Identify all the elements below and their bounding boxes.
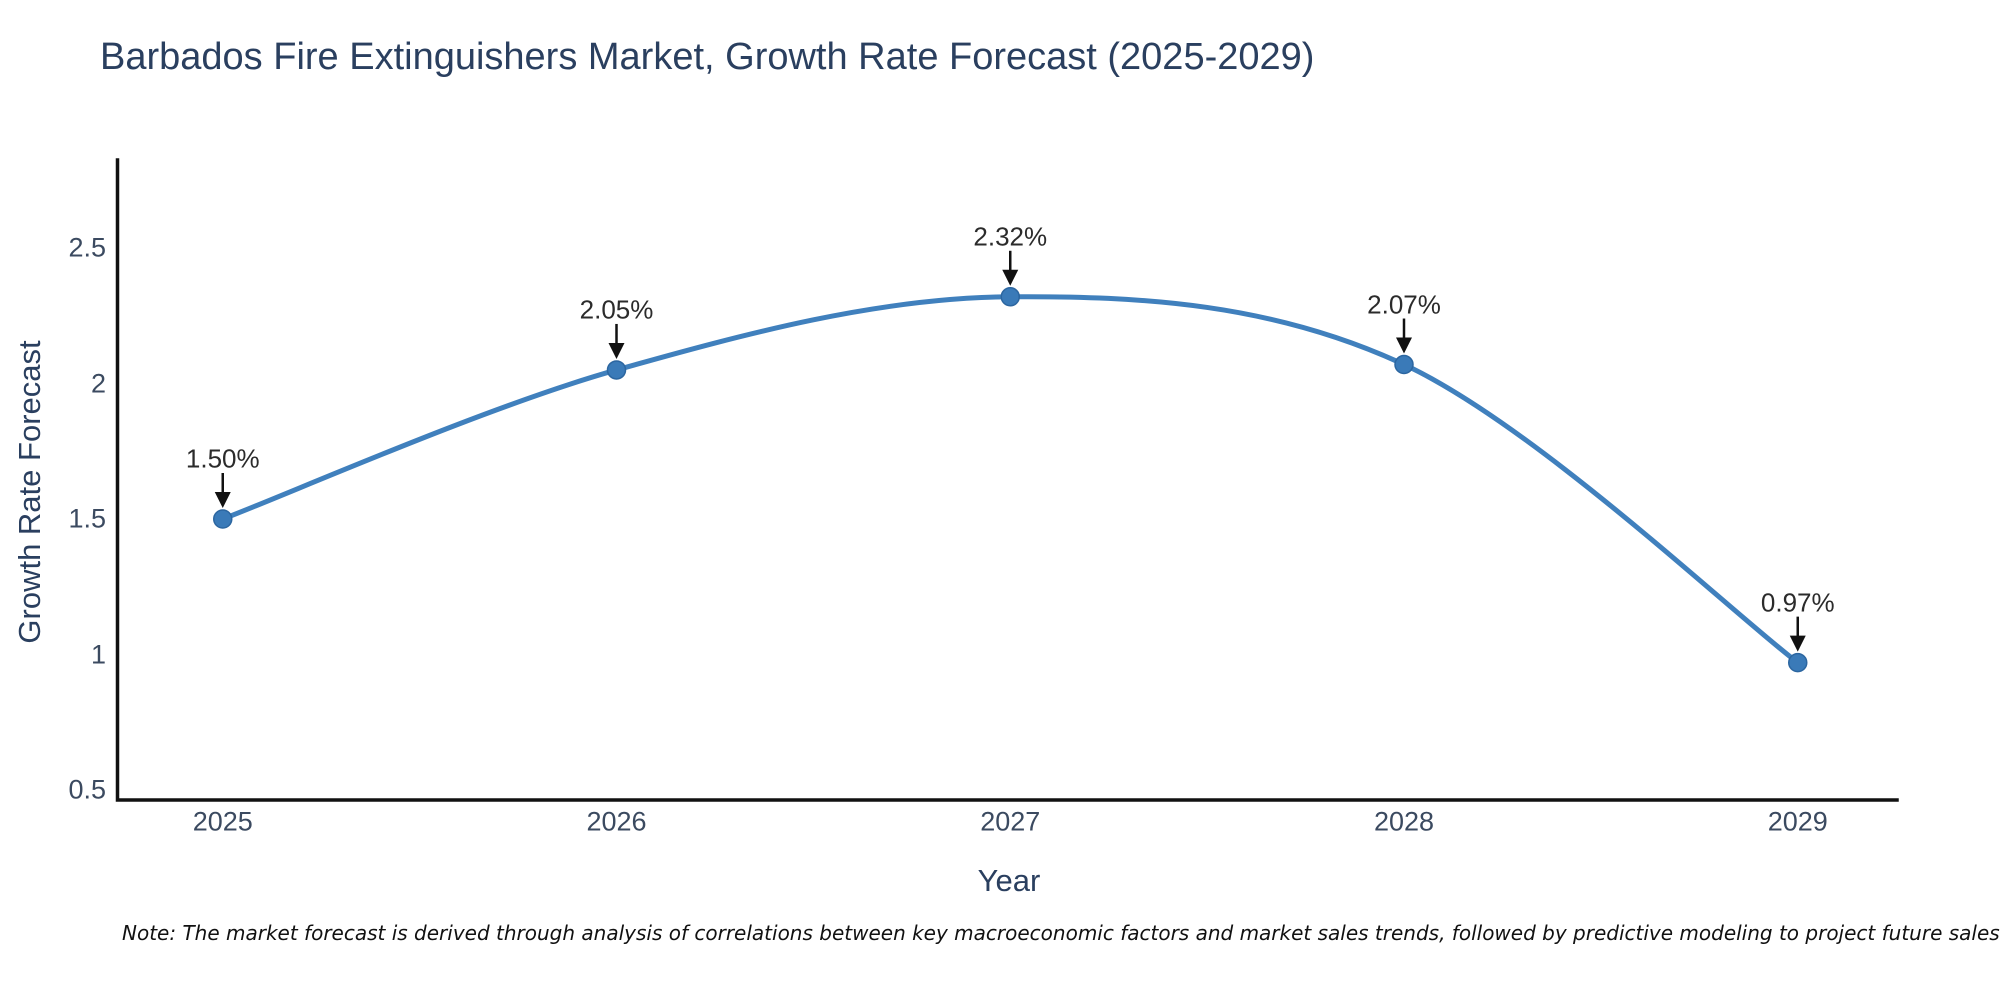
data-point-marker [213,509,233,529]
y-tick-label: 1.5 [68,503,106,534]
x-tick-label: 2028 [1373,806,1435,837]
data-point-marker [1788,652,1808,673]
point-value-annotation: 0.97% [1760,587,1835,618]
annotation-arrow-head [1396,337,1412,354]
x-tick-label: 2029 [1767,806,1828,837]
x-axis-title: Year [977,863,1041,898]
x-tick-label: 2025 [192,806,253,837]
chart-footnote: Note: The market forecast is derived thr… [122,921,2000,945]
annotation-arrow-head [608,342,625,359]
chart-title: Barbados Fire Extinguishers Market, Grow… [100,36,1315,78]
axis-spine [115,158,1899,802]
y-tick-label: 0.5 [68,774,106,805]
annotation-arrow-head [214,492,231,508]
point-value-annotation: 2.07% [1367,289,1441,320]
x-tick-label: 2027 [980,806,1041,837]
series-spline-line [220,294,1801,666]
y-tick-label: 2 [90,368,106,398]
y-tick-label: 1 [90,639,106,669]
x-tick-label: 2026 [586,806,647,837]
data-point-marker [606,360,627,380]
point-value-annotation: 1.50% [185,443,260,474]
annotation-arrow-head [1789,635,1806,652]
annotation-arrow-head [1002,269,1019,286]
point-value-annotation: 2.32% [973,221,1048,252]
point-value-annotation: 2.05% [579,294,654,325]
y-tick-label: 2.5 [68,232,106,263]
data-point-marker [1000,287,1020,307]
data-point-marker [1394,354,1414,375]
